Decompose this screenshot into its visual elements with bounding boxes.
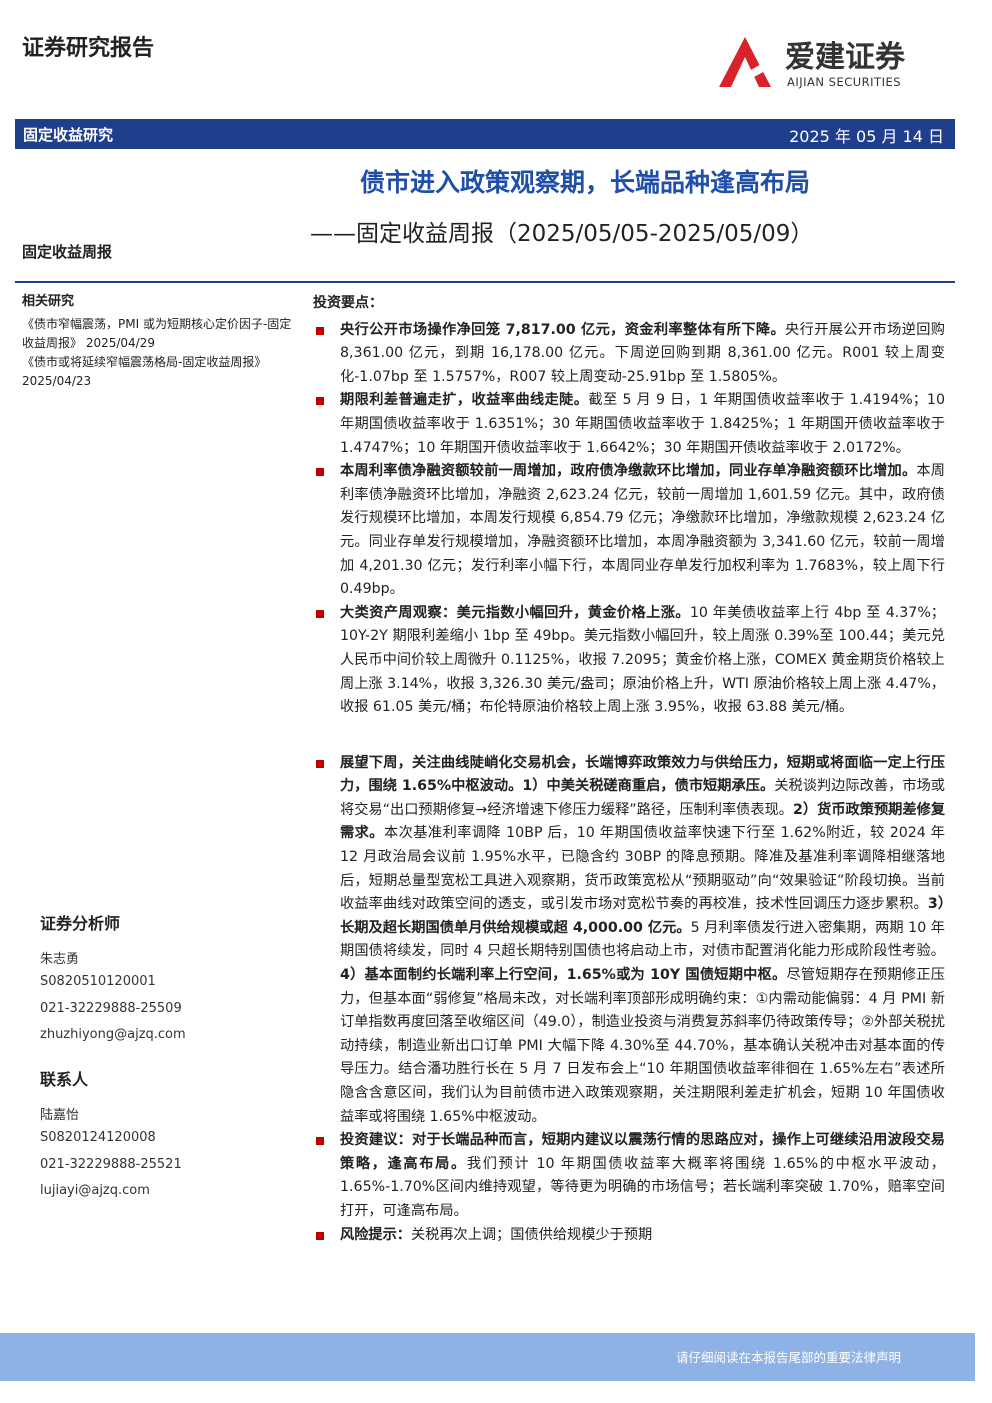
contact-line: S0820510120001	[40, 974, 156, 990]
logo-name: 爱建证券	[785, 40, 906, 75]
contacts: 联系人 陆嘉怡 S0820124120008 021-32229888-25521 l…	[40, 1066, 280, 1209]
related-heading: 相关研究	[22, 294, 75, 309]
bullet-text: 央行开展公开市场逆回购 8,361.00 亿元，到期 16,178.00 亿元。…	[340, 321, 945, 385]
bullet: 展望下周，关注曲线陡峭化交易机会，长端博弈政策效力与供给压力，短期或将面临一定上…	[313, 752, 945, 1130]
related-item: 《债市或将延续窄幅震荡格局-固定收益周报》2025/04/23	[22, 355, 267, 388]
bullet-lead: 央行公开市场操作净回笼 7,817.00 亿元，资金利率整体有所下降。	[340, 321, 786, 338]
title: 债市进入政策观察期，长端品种逢高布局	[359, 168, 810, 197]
category: 固定收益周报	[22, 243, 113, 261]
bullet-text: 5 月利率债发行进入密集期，两期 10 年期国债将续发，同时 4 只超长期特别国…	[340, 919, 945, 960]
bullet: 央行公开市场操作净回笼 7,817.00 亿元，资金利率整体有所下降。央行开展公…	[313, 319, 945, 390]
bullet-marker	[316, 468, 324, 477]
date: 2025 年 05 月 14 日	[789, 127, 944, 146]
contact-line: zhuzhiyong@ajzq.com	[40, 1026, 186, 1042]
analysts-heading: 证券分析师	[40, 914, 121, 933]
bullet-marker	[316, 1137, 324, 1146]
analysts: 证券分析师 朱志勇 S0820510120001 021-32229888-2550…	[40, 910, 280, 1053]
contact-line: 021-32229888-25521	[40, 1156, 182, 1172]
subtitle: ——固定收益周报（2025/05/05-2025/05/09）	[310, 221, 814, 247]
related-item: 《债市窄幅震荡，PMI 或为短期核心定价因子-固定收益周报》 2025/04/2…	[22, 317, 292, 350]
bullet-marker	[316, 1231, 324, 1240]
bullet-marker	[316, 397, 324, 406]
bullet-text: 本次基准利率调降 10BP 后，10 年期国债收益率快速下行至 1.62%附近，…	[340, 825, 945, 913]
bullet-text: 关税再次上调；国债供给规模少于预期	[410, 1226, 653, 1243]
bullet: 风险提示：关税再次上调；国债供给规模少于预期	[313, 1224, 945, 1248]
contact-line: 021-32229888-25509	[40, 1000, 182, 1016]
bullet-text: 关税谈判边际改善，市场或将交易“出口预期修复→经济增速下修压力缓释”路径，压制利…	[340, 778, 945, 818]
bullet-text: 本周利率债净融资环比增加，净融资 2,623.24 亿元，较前一周增加 1,60…	[340, 463, 945, 598]
bullet: 本周利率债净融资额较前一周增加，政府债净缴款环比增加，同业存单净融资额环比增加。…	[313, 460, 945, 602]
bullet-lead: 期限利差普遍走扩，收益率曲线走陡。	[340, 392, 589, 409]
contacts-heading: 联系人	[40, 1070, 89, 1089]
bullet-marker	[316, 609, 324, 618]
bullet-lead: 4）基本面制约长端利率上行空间，1.65%或为 10Y 国债短期中枢。	[340, 967, 787, 984]
bullet-text: 我们预计 10 年期国债收益率大概率将围绕 1.65%的中枢水平波动，1.65%…	[340, 1155, 945, 1219]
bullet: 期限利差普遍走扩，收益率曲线走陡。截至 5 月 9 日，1 年期国债收益率收于 …	[313, 389, 945, 460]
contact-line: 陆嘉怡	[40, 1108, 80, 1123]
bullet-lead: 本周利率债净融资额较前一周增加，政府债净缴款环比增加，同业存单净融资额环比增加。	[340, 463, 917, 480]
related-research: 相关研究 《债市窄幅震荡，PMI 或为短期核心定价因子-固定收益周报》 2025…	[22, 292, 292, 391]
bullet-text: 截至 5 月 9 日，1 年期国债收益率收于 1.4194%；10 年期国债收益…	[340, 392, 945, 456]
section: 固定收益研究	[23, 126, 114, 144]
bullet-lead: 投资建议：对于长端品种而言，短期内建议以震荡行情的思路应对，操作上可继续沿用波段…	[340, 1132, 945, 1172]
bullet-marker	[316, 326, 324, 335]
divider	[15, 281, 955, 283]
bullet-lead: 3）长期及超长期国债单月供给规模或超 4,000.00 亿元。	[340, 896, 945, 936]
footer: 请仔细阅读在本报告尾部的重要法律声明	[676, 1350, 902, 1365]
contact-line: S0820124120008	[40, 1130, 156, 1146]
bullet-lead: 展望下周，关注曲线陡峭化交易机会，长端博弈政策效力与供给压力，短期或将面临一定上…	[340, 754, 945, 795]
bullet-marker	[316, 759, 324, 768]
bullet-lead: 风险提示：	[340, 1226, 411, 1243]
summary: 投资要点： 央行公开市场操作净回笼 7,817.00 亿元，资金利率整体有所下降…	[313, 292, 945, 1247]
contact-line: lujiayi@ajzq.com	[40, 1182, 150, 1198]
bullet-text: 10 年美债收益率上行 4bp 至 4.37%；10Y-2Y 期限利差缩小 1b…	[340, 604, 945, 716]
bullet-lead: 2）货币政策预期差修复需求。	[340, 801, 946, 842]
bullet-lead: 大类资产周观察：美元指数小幅回升，黄金价格上涨。	[340, 604, 690, 621]
footer-bar	[0, 1333, 975, 1381]
logo: 爱建证券 AIJIAN SECURITIES	[719, 37, 906, 89]
logo-en: AIJIAN SECURITIES	[787, 75, 901, 89]
bullet: 大类资产周观察：美元指数小幅回升，黄金价格上涨。10 年美债收益率上行 4bp …	[313, 602, 945, 720]
contact-line: 朱志勇	[40, 952, 80, 967]
bullet: 投资建议：对于长端品种而言，短期内建议以震荡行情的思路应对，操作上可继续沿用波段…	[313, 1129, 945, 1223]
bullet-text: 尽管短期存在预期修正压力，但基本面“弱修复”格局未改，对长端利率顶部形成明确约束…	[340, 967, 945, 1125]
report-type: 证券研究报告	[22, 36, 155, 61]
summary-heading: 投资要点：	[313, 295, 383, 311]
section-bar	[15, 119, 955, 149]
